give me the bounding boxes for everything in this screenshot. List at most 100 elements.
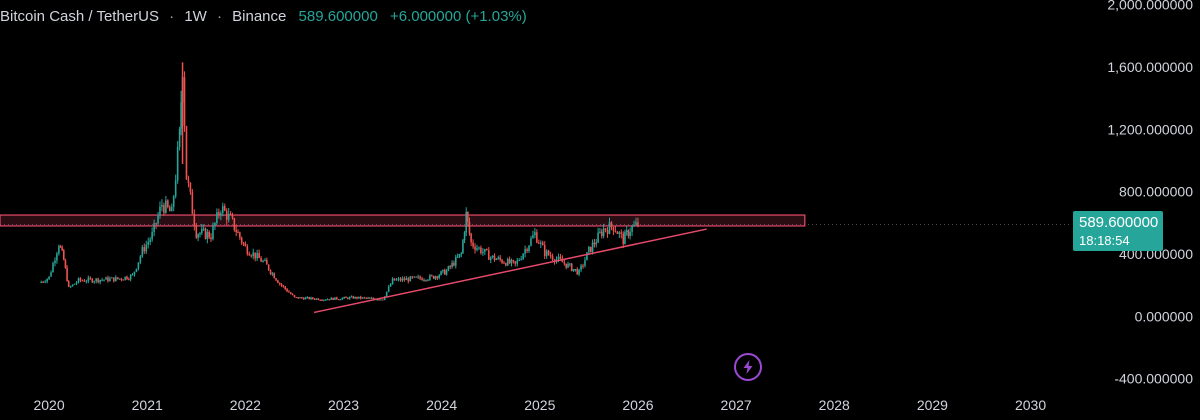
candle-body xyxy=(332,297,334,300)
candle-body xyxy=(350,296,353,298)
candle-body xyxy=(557,256,560,260)
candle-body xyxy=(54,260,56,264)
candle-body xyxy=(339,299,342,301)
candle-body xyxy=(489,257,492,260)
candle-body xyxy=(262,260,264,262)
candle-body xyxy=(83,280,86,282)
candle-body xyxy=(42,281,44,283)
candle-body xyxy=(284,286,287,289)
candle-body xyxy=(380,299,382,301)
candle-body xyxy=(93,281,96,283)
candle-body xyxy=(399,278,402,281)
candle-body xyxy=(413,276,415,278)
pair-name[interactable]: Bitcoin Cash / TetherUS xyxy=(0,8,159,25)
candle-body xyxy=(584,260,586,266)
candle-body xyxy=(170,206,173,212)
candle-body xyxy=(103,279,105,281)
candle-body xyxy=(157,215,159,224)
candle-body xyxy=(358,296,360,299)
candle-body xyxy=(131,274,134,276)
y-tick-label: 2,000.000000 xyxy=(1107,0,1193,13)
candle-body xyxy=(559,256,562,259)
candle-body xyxy=(48,276,50,279)
candle-body xyxy=(223,206,226,211)
candle-body xyxy=(310,297,312,300)
candle-body xyxy=(143,247,146,252)
candle-body xyxy=(172,196,175,207)
candle-body xyxy=(438,275,441,278)
price-tag-value: 589.600000 xyxy=(1079,214,1159,231)
y-tick-label: 0.000000 xyxy=(1135,308,1194,324)
candle-body xyxy=(543,245,546,256)
candle-body xyxy=(151,232,153,240)
candle-body xyxy=(347,297,349,299)
candle-body xyxy=(81,280,84,282)
price-change: +6.000000 (+1.03%) xyxy=(389,8,527,25)
candle-body xyxy=(280,283,283,286)
candle-body xyxy=(64,259,67,268)
candle-body xyxy=(429,275,431,280)
candle-body xyxy=(89,277,92,279)
candle-body xyxy=(242,242,245,244)
candle-body xyxy=(159,206,161,216)
candle-body xyxy=(624,231,626,245)
candle-countdown: 18:18:54 xyxy=(1079,233,1130,248)
candle-body xyxy=(176,147,179,181)
candle-body xyxy=(343,296,345,299)
candle-body xyxy=(183,77,186,127)
candle-body xyxy=(629,231,631,237)
candle-body xyxy=(199,233,201,235)
support-trendline xyxy=(313,228,707,314)
candle-body xyxy=(244,243,247,247)
candle-body xyxy=(208,231,210,238)
candle-body xyxy=(323,299,325,301)
candle-body xyxy=(337,299,340,301)
candle-body xyxy=(610,222,613,228)
candle-body xyxy=(197,234,199,238)
candle-body xyxy=(606,230,609,234)
candle-body xyxy=(474,246,476,250)
candle-body xyxy=(111,277,113,279)
candle-body xyxy=(411,276,414,278)
candle-body xyxy=(237,232,239,234)
candle-body xyxy=(120,278,123,280)
candle-body xyxy=(434,276,437,279)
candle-body xyxy=(387,286,390,292)
candle-body xyxy=(423,279,425,281)
x-axis: 2020 2021 2022 2023 2024 2025 2026 2027 2028 2029… xyxy=(33,397,1046,413)
candle-body xyxy=(240,237,243,243)
candle-body xyxy=(359,296,362,299)
candle-body xyxy=(602,228,605,236)
candle-body xyxy=(588,246,590,253)
candle-body xyxy=(580,265,582,270)
candle-body xyxy=(419,276,421,279)
lightning-bolt-icon[interactable] xyxy=(734,353,762,381)
resistance-zone-layer xyxy=(0,214,806,227)
candle-body xyxy=(627,230,630,237)
candle-body xyxy=(361,297,364,299)
candle-body xyxy=(393,278,396,281)
x-tick-label: 2026 xyxy=(622,397,653,413)
candle-body xyxy=(405,278,408,281)
candle-body xyxy=(618,232,621,234)
candle-body xyxy=(87,277,90,282)
candle-body xyxy=(191,191,194,214)
candle-body xyxy=(482,251,484,254)
candle-body xyxy=(248,254,251,256)
y-tick-label: -400.000000 xyxy=(1114,371,1193,387)
candle-body xyxy=(214,222,216,227)
candle-body xyxy=(204,228,207,239)
interval-label[interactable]: 1W xyxy=(184,8,207,25)
candle-body xyxy=(637,222,639,226)
candle-body xyxy=(193,213,196,226)
candle-body xyxy=(313,298,316,300)
candle-body xyxy=(589,246,592,252)
candle-body xyxy=(467,212,469,222)
trendline-layer xyxy=(313,228,707,314)
candle-body xyxy=(289,292,292,295)
candle-body xyxy=(312,297,314,299)
candle-body xyxy=(109,278,111,282)
candle-body xyxy=(526,249,528,252)
candle-body xyxy=(118,278,121,280)
